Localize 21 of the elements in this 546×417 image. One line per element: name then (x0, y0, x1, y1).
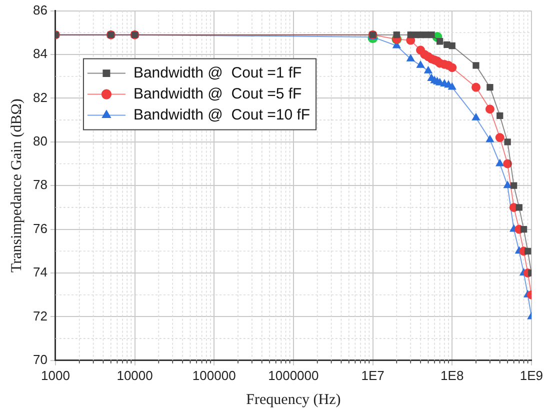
y-tick-label: 80 (32, 133, 48, 148)
x-tick-label: 1E9 (520, 368, 544, 383)
y-tick-label: 76 (32, 220, 48, 236)
x-axis-title: Frequency (Hz) (246, 392, 341, 408)
legend-label: Bandwidth @ Cout =1 fF (133, 64, 302, 82)
y-tick-label: 70 (32, 352, 48, 367)
y-tick-label: 78 (32, 177, 48, 192)
x-tick-label: 1000 (41, 368, 70, 383)
legend-label: Bandwidth @ Cout =10 fF (133, 106, 310, 124)
x-tick-label: 1E7 (361, 368, 384, 383)
legend-label: Bandwidth @ Cout =5 fF (133, 85, 302, 102)
x-tick-label: 1000000 (268, 368, 319, 383)
x-tick-label: 100000 (192, 368, 236, 383)
y-tick-label: 84 (32, 46, 48, 62)
x-tick-label: 10000 (116, 368, 153, 383)
y-tick-label: 82 (32, 90, 48, 105)
y-tick-label: 86 (32, 2, 48, 18)
y-tick-label: 74 (32, 264, 48, 280)
y-tick-label: 72 (32, 308, 48, 324)
y-axis-title: Transimpedance Gain (dBΩ) (8, 98, 25, 273)
x-tick-label: 1E8 (440, 368, 464, 383)
